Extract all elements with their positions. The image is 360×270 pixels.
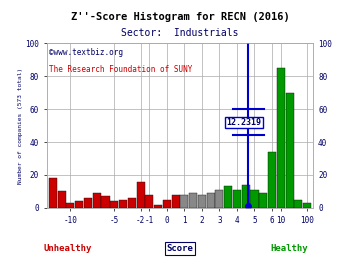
Bar xyxy=(207,193,215,208)
Bar xyxy=(242,185,250,208)
Bar xyxy=(277,68,285,208)
Bar xyxy=(128,198,136,208)
Bar xyxy=(294,200,302,208)
Text: Sector:  Industrials: Sector: Industrials xyxy=(121,28,239,38)
Bar xyxy=(285,93,293,208)
Bar xyxy=(49,178,57,208)
Bar xyxy=(189,193,197,208)
Bar xyxy=(136,181,145,208)
Bar xyxy=(172,195,180,208)
Bar xyxy=(268,152,276,208)
Bar xyxy=(303,203,311,208)
Bar xyxy=(75,201,83,208)
Text: ©www.textbiz.org: ©www.textbiz.org xyxy=(49,48,123,57)
Bar xyxy=(102,196,109,208)
Text: Unhealthy: Unhealthy xyxy=(44,244,92,253)
Bar xyxy=(67,203,75,208)
Bar xyxy=(154,205,162,208)
Bar xyxy=(198,195,206,208)
Bar xyxy=(233,190,241,208)
Bar xyxy=(180,195,188,208)
Bar xyxy=(259,193,267,208)
Bar xyxy=(163,200,171,208)
Bar xyxy=(84,198,92,208)
Text: Z''-Score Histogram for RECN (2016): Z''-Score Histogram for RECN (2016) xyxy=(71,12,289,22)
Bar xyxy=(215,190,224,208)
Bar xyxy=(145,195,153,208)
Text: The Research Foundation of SUNY: The Research Foundation of SUNY xyxy=(49,65,193,74)
Bar xyxy=(119,200,127,208)
Text: Score: Score xyxy=(167,244,193,253)
Bar xyxy=(93,193,101,208)
Bar xyxy=(251,190,258,208)
Bar xyxy=(58,191,66,208)
Y-axis label: Number of companies (573 total): Number of companies (573 total) xyxy=(18,68,23,184)
Bar xyxy=(224,187,232,208)
Bar xyxy=(110,201,118,208)
Text: 12.2319: 12.2319 xyxy=(226,118,261,127)
Text: Healthy: Healthy xyxy=(270,244,308,253)
